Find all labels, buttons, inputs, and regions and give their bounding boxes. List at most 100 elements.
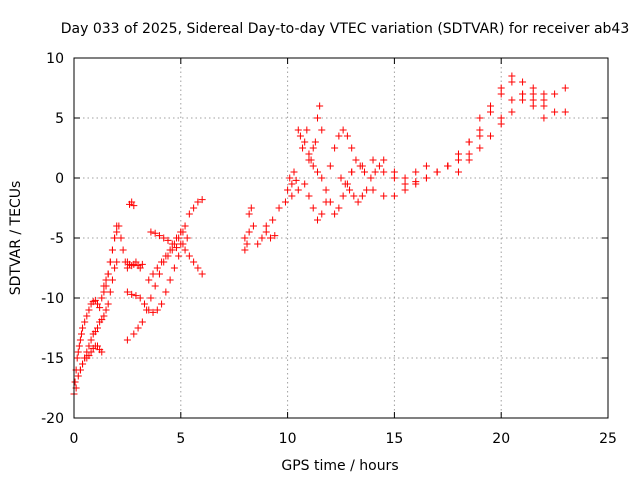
data-point-marker: [71, 378, 79, 386]
data-point-marker: [162, 288, 170, 296]
data-point-marker: [173, 244, 181, 252]
data-point-marker: [104, 270, 112, 278]
data-point-marker: [102, 276, 110, 284]
data-point-marker: [380, 168, 388, 176]
data-point-marker: [128, 290, 136, 298]
data-point-marker: [93, 324, 101, 332]
data-point-marker: [115, 222, 123, 230]
data-point-marker: [401, 174, 409, 182]
data-point-marker: [243, 240, 251, 248]
data-point-marker: [155, 270, 163, 278]
data-point-marker: [331, 144, 339, 152]
data-point-marker: [529, 96, 537, 104]
data-point-marker: [269, 216, 277, 224]
data-point-marker: [339, 192, 347, 200]
data-series: [126, 198, 138, 210]
data-point-marker: [363, 186, 371, 194]
x-tick-label: 25: [599, 431, 617, 447]
data-point-marker: [149, 308, 157, 316]
data-point-marker: [149, 270, 157, 278]
data-point-marker: [529, 84, 537, 92]
data-point-marker: [529, 90, 537, 98]
data-point-marker: [350, 192, 358, 200]
y-tick-label: 10: [46, 51, 64, 67]
data-point-marker: [551, 108, 559, 116]
data-point-marker: [465, 150, 473, 158]
y-tick-label: 5: [55, 111, 64, 127]
data-point-marker: [153, 306, 161, 314]
data-point-marker: [136, 294, 144, 302]
data-point-marker: [326, 198, 334, 206]
data-point-marker: [77, 330, 85, 338]
data-series: [177, 196, 206, 236]
data-point-marker: [74, 372, 82, 380]
data-point-marker: [288, 192, 296, 200]
data-point-marker: [132, 292, 140, 300]
data-series: [123, 258, 146, 272]
data-point-marker: [153, 264, 161, 272]
y-tick-label: -5: [50, 231, 64, 247]
data-point-marker: [318, 126, 326, 134]
data-point-marker: [284, 186, 292, 194]
x-tick-label: 0: [70, 431, 79, 447]
data-point-marker: [497, 84, 505, 92]
chart-title: Day 033 of 2025, Sidereal Day-to-day VTE…: [61, 21, 630, 37]
data-point-marker: [158, 300, 166, 308]
data-point-marker: [98, 294, 106, 302]
data-point-marker: [123, 336, 131, 344]
data-point-marker: [262, 228, 270, 236]
axis-ticks: 0 5 10 15 20 25 -20 -15 -10 -5 0 5 10: [41, 51, 617, 447]
data-point-marker: [130, 202, 138, 210]
y-tick-label: -20: [41, 411, 64, 427]
data-point-marker: [314, 216, 322, 224]
data-point-marker: [360, 168, 368, 176]
data-point-marker: [111, 234, 119, 242]
data-point-marker: [487, 102, 495, 110]
data-point-marker: [339, 126, 347, 134]
data-point-marker: [348, 168, 356, 176]
data-point-marker: [123, 264, 131, 272]
data-point-marker: [322, 186, 330, 194]
data-point-marker: [79, 360, 87, 368]
data-point-marker: [138, 318, 146, 326]
data-series: [294, 102, 326, 164]
data-point-marker: [100, 288, 108, 296]
data-point-marker: [75, 342, 83, 350]
data-point-marker: [155, 232, 163, 240]
data-point-marker: [454, 168, 462, 176]
data-point-marker: [540, 90, 548, 98]
data-point-marker: [194, 264, 202, 272]
data-point-marker: [108, 246, 116, 254]
data-point-marker: [85, 352, 93, 360]
data-point-marker: [465, 156, 473, 164]
data-series: [241, 222, 279, 248]
data-point-marker: [301, 180, 309, 188]
data-point-marker: [96, 304, 104, 312]
data-point-marker: [106, 288, 114, 296]
data-point-marker: [194, 198, 202, 206]
x-tick-label: 20: [492, 431, 510, 447]
data-point-marker: [85, 342, 93, 350]
data-point-marker: [185, 252, 193, 260]
data-point-marker: [519, 96, 527, 104]
data-point-marker: [198, 196, 206, 204]
data-point-marker: [348, 144, 356, 152]
data-point-marker: [249, 222, 257, 230]
data-point-marker: [529, 102, 537, 110]
data-point-marker: [74, 348, 82, 356]
data-point-marker: [314, 168, 322, 176]
data-point-marker: [326, 162, 334, 170]
data-series: [100, 222, 131, 290]
data-point-marker: [519, 90, 527, 98]
data-point-marker: [412, 168, 420, 176]
data-point-marker: [454, 156, 462, 164]
data-point-marker: [343, 132, 351, 140]
data-point-marker: [497, 114, 505, 122]
data-point-marker: [346, 186, 354, 194]
data-point-marker: [81, 318, 89, 326]
data-point-marker: [91, 296, 99, 304]
data-point-marker: [262, 222, 270, 230]
data-point-marker: [168, 240, 176, 248]
data-point-marker: [309, 162, 317, 170]
data-point-marker: [335, 204, 343, 212]
